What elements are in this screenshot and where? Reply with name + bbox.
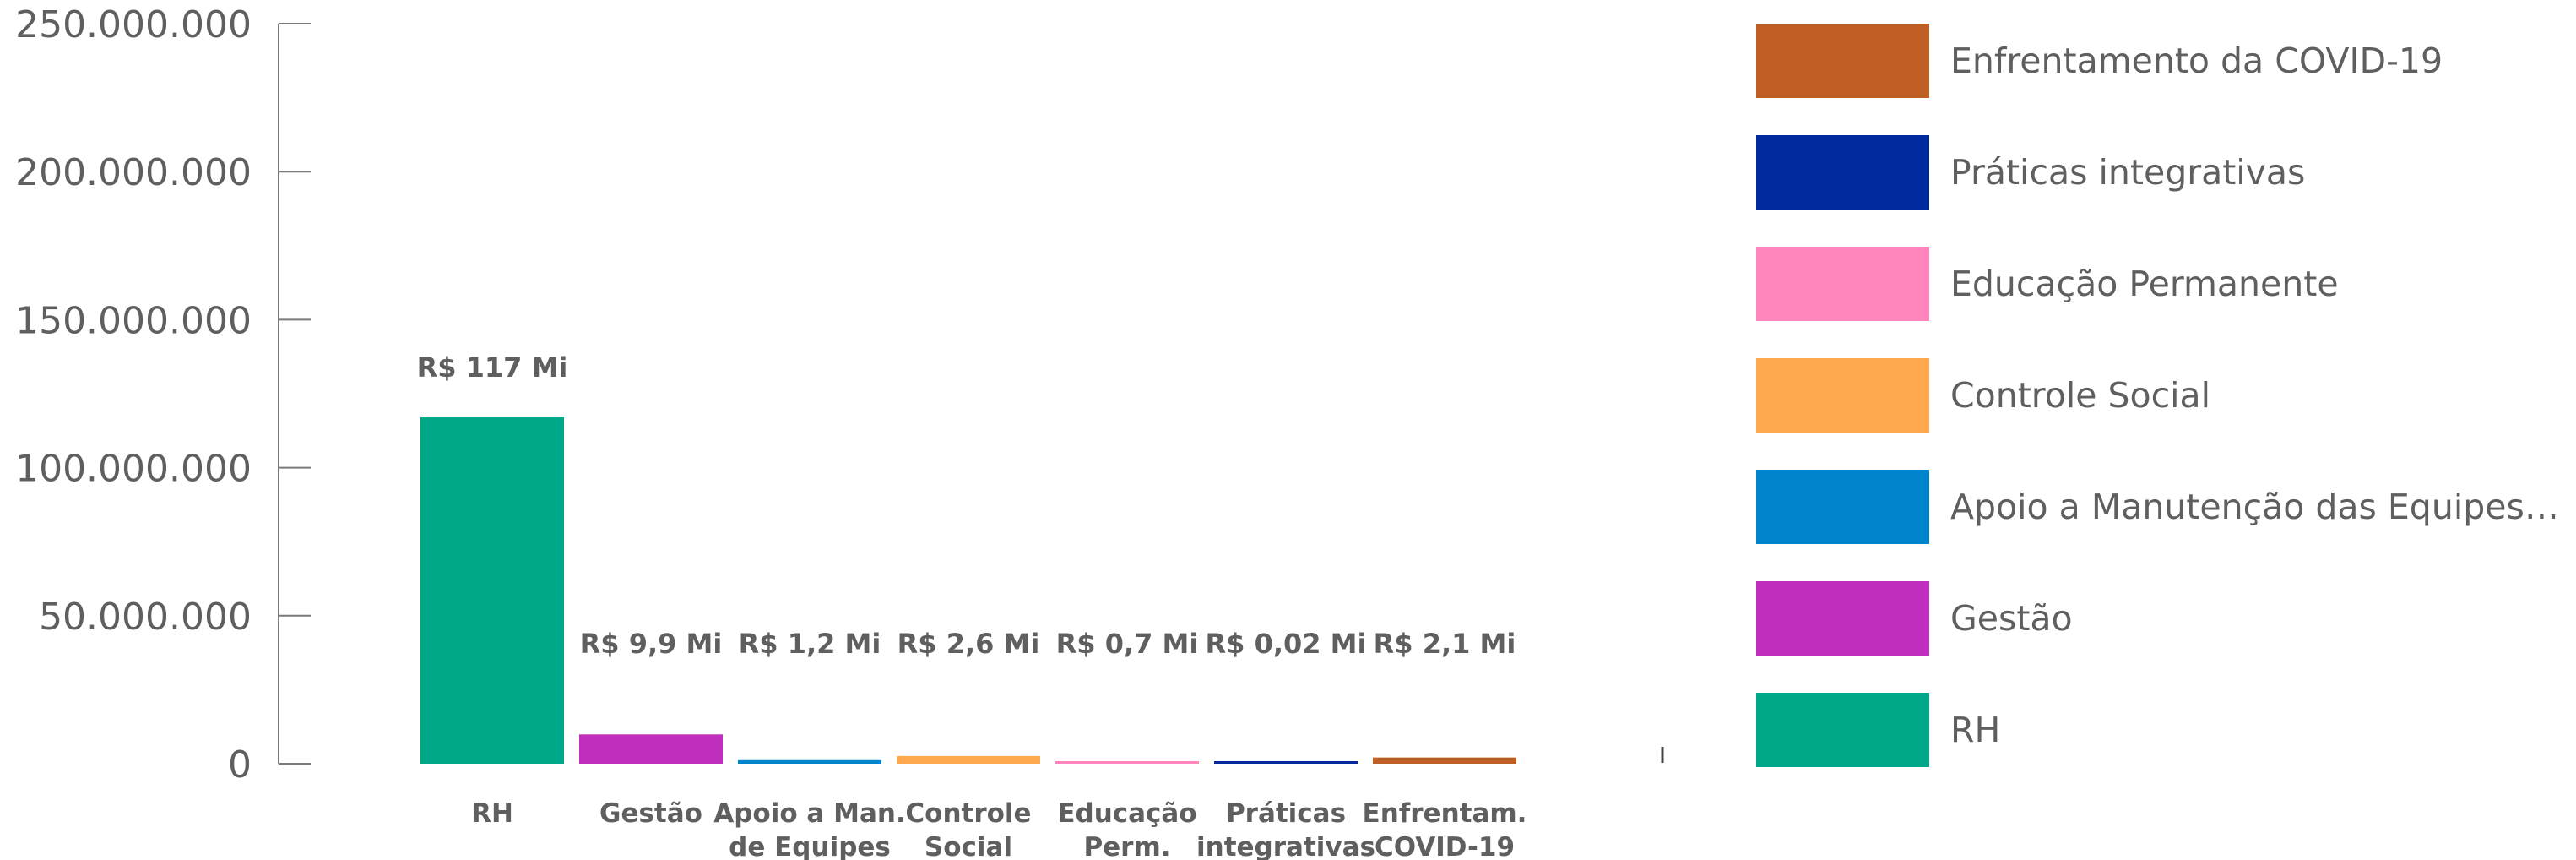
- y-tick-label: 150.000.000: [15, 299, 252, 342]
- legend-label: Apoio a Manutenção das Equipes de Saúde …: [1950, 487, 2567, 527]
- bar-value-label: R$ 2,6 Mi: [898, 628, 1040, 660]
- x-tick-label: Perm.: [1083, 832, 1170, 860]
- legend-item: Apoio a Manutenção das Equipes de Saúde …: [1756, 470, 2567, 544]
- legend-item: Educação Permanente: [1756, 247, 2567, 321]
- y-tick-label: 250.000.000: [15, 3, 252, 46]
- x-tick-label: COVID-19: [1375, 832, 1515, 860]
- bar: [897, 755, 1040, 764]
- x-tick-label: Controle: [905, 798, 1031, 829]
- legend-item: Enfrentamento da COVID-19: [1756, 24, 2567, 98]
- bar: [1214, 761, 1358, 764]
- legend-swatch: [1756, 135, 1929, 210]
- legend-item: Controle Social: [1756, 358, 2567, 433]
- x-tick-label: Enfrentam.: [1363, 798, 1527, 829]
- bar-value-label: R$ 0,02 Mi: [1206, 628, 1367, 660]
- x-tick-label: de Equipes: [729, 832, 891, 860]
- legend-swatch: [1756, 358, 1929, 433]
- bar: [1055, 761, 1199, 764]
- x-tick-label: integrativas: [1196, 832, 1375, 860]
- x-tick-label: Apoio a Man.: [713, 798, 906, 829]
- y-tick-label: 200.000.000: [15, 151, 252, 194]
- legend-label: Gestão: [1950, 598, 2073, 639]
- bar-value-label: R$ 9,9 Mi: [580, 628, 723, 660]
- x-tick-label: RH: [471, 798, 513, 829]
- legend-swatch: [1756, 581, 1929, 656]
- x-tick-label: Gestão: [599, 798, 702, 829]
- bar: [738, 759, 881, 764]
- legend-swatch: [1756, 693, 1929, 767]
- x-tick-label: Social: [925, 832, 1012, 860]
- legend-label: Controle Social: [1950, 375, 2211, 416]
- bar-value-label: R$ 117 Mi: [417, 351, 568, 384]
- legend-item: Gestão: [1756, 581, 2567, 656]
- legend-label: Enfrentamento da COVID-19: [1950, 41, 2443, 81]
- legend-swatch: [1756, 24, 1929, 98]
- y-tick-label: 0: [228, 743, 252, 787]
- bar: [420, 417, 564, 764]
- bar-value-label: R$ 1,2 Mi: [739, 628, 881, 660]
- bar-value-label: R$ 2,1 Mi: [1374, 628, 1516, 660]
- x-tick-label: Práticas: [1226, 798, 1346, 829]
- y-tick-label: 50.000.000: [39, 596, 252, 639]
- legend-swatch: [1756, 470, 1929, 544]
- bar: [1373, 757, 1516, 764]
- legend-item: RH: [1756, 693, 2567, 767]
- bar-value-label: R$ 0,7 Mi: [1056, 628, 1199, 660]
- legend-label: RH: [1950, 710, 2001, 750]
- legend-swatch: [1756, 247, 1929, 321]
- y-tick-label: 100.000.000: [15, 448, 252, 491]
- bar: [579, 734, 723, 764]
- legend-label: Práticas integrativas: [1950, 152, 2306, 193]
- legend-label: Educação Permanente: [1950, 264, 2339, 304]
- legend-item: Práticas integrativas: [1756, 135, 2567, 210]
- x-tick-label: Educação: [1057, 798, 1196, 829]
